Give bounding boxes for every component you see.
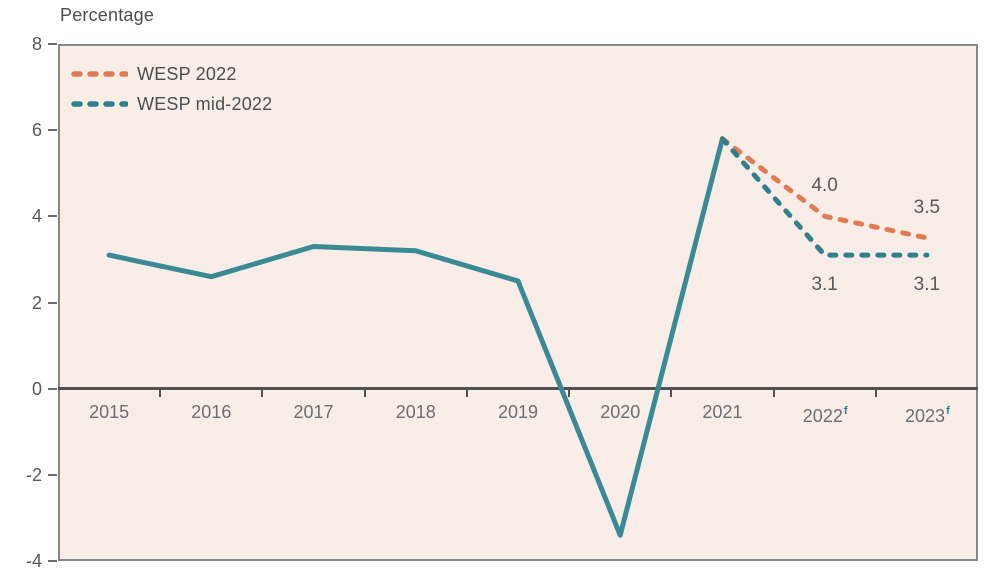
legend-dash-swatch <box>71 71 128 77</box>
x-axis-year-label: 2021 <box>702 401 743 422</box>
x-axis-tick-mark <box>159 388 162 397</box>
x-axis-year-label: 2018 <box>395 401 436 422</box>
y-axis-tick-mark <box>48 560 57 562</box>
legend-item-wesp-2022: WESP 2022 <box>70 61 272 87</box>
y-axis-tick-mark <box>48 473 57 476</box>
y-axis-tick-label: -4 <box>25 551 42 571</box>
x-axis-tick-mark <box>465 388 468 397</box>
y-axis-tick-mark <box>48 43 57 45</box>
series-line-wesp-2022 <box>719 136 930 241</box>
forecast-flag: f <box>946 404 950 417</box>
y-axis-tick-mark <box>48 129 57 132</box>
series-line-wesp-mid-2022 <box>719 136 930 258</box>
x-axis-tick-mark <box>261 388 264 397</box>
y-axis-tick-label: 6 <box>31 120 42 141</box>
y-axis-tick-label: -2 <box>25 464 42 485</box>
x-axis-year-label: 2017 <box>293 401 334 422</box>
plot-area <box>58 44 978 561</box>
axis-title-percentage: Percentage <box>60 5 155 25</box>
x-axis-tick-mark <box>568 388 571 397</box>
data-point-label: 3.5 <box>913 196 941 218</box>
y-axis-tick-label: 4 <box>31 206 42 227</box>
y-axis-tick-mark <box>48 301 57 304</box>
x-axis-year-label: 2020 <box>600 401 641 422</box>
legend-dash-swatch <box>71 101 128 107</box>
zero-axis-line <box>58 387 978 391</box>
legend-item-wesp-mid-2022: WESP mid-2022 <box>70 91 272 117</box>
x-axis-tick-mark <box>874 388 877 397</box>
data-point-label: 3.1 <box>811 274 838 296</box>
legend-label: WESP mid-2022 <box>137 93 273 114</box>
series-lines <box>106 136 930 538</box>
legend-label: WESP 2022 <box>137 63 237 84</box>
y-axis-tick-label: 8 <box>31 34 42 54</box>
x-axis-tick-mark <box>670 388 673 397</box>
x-axis-tick-mark <box>363 388 366 397</box>
data-point-label: 3.1 <box>913 274 941 296</box>
x-axis-tick-mark <box>772 388 775 397</box>
forecast-flag: f <box>843 404 848 417</box>
x-axis-year-label: 2019 <box>497 401 539 422</box>
data-point-label: 4.0 <box>811 175 838 197</box>
y-axis-tick-mark <box>48 215 57 218</box>
y-axis-tick-mark <box>48 387 57 390</box>
chart-legend: WESP 2022 WESP mid-2022 <box>70 61 272 117</box>
series-line-historical <box>106 136 725 538</box>
x-axis-year-label: 2022f <box>802 404 848 426</box>
y-axis-tick-label: 0 <box>31 378 42 399</box>
x-axis-year-label: 2015 <box>89 401 130 422</box>
y-axis-tick-label: 2 <box>31 292 42 313</box>
x-axis-year-label: 2023f <box>905 404 950 426</box>
x-axis-year-label: 2016 <box>191 401 232 422</box>
